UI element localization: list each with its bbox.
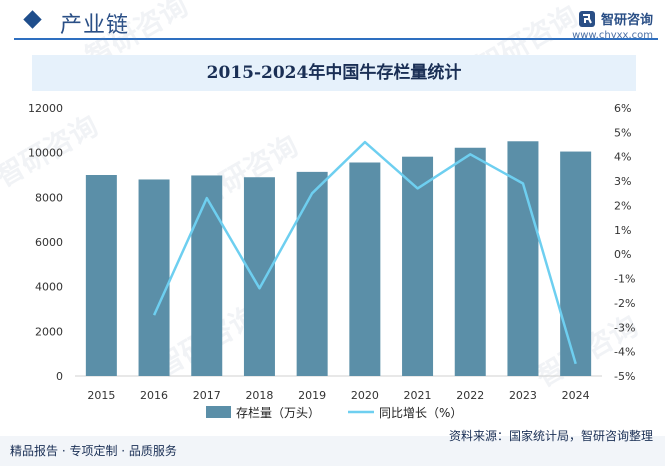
x-axis-tick-label: 2015 [87, 389, 115, 402]
right-axis-tick-label: -5% [614, 370, 635, 383]
footer-bar: 精品报告 · 专项定制 · 品质服务 [0, 436, 665, 466]
right-axis-tick-label: 3% [614, 175, 631, 188]
brand-logo-icon [578, 10, 595, 27]
x-axis-tick-label: 2020 [351, 389, 379, 402]
bar [507, 141, 539, 376]
right-axis-tick-label: -2% [614, 297, 635, 310]
left-axis-tick-label: 10000 [28, 147, 63, 160]
x-axis-tick-label: 2023 [509, 389, 537, 402]
right-axis-tick-label: 5% [614, 126, 631, 139]
legend-bar-label: 存栏量（万头） [236, 405, 320, 420]
left-axis-tick-label: 2000 [35, 325, 63, 338]
x-axis-tick-label: 2024 [562, 389, 590, 402]
legend-line-label: 同比增长（%） [379, 406, 462, 420]
bar [138, 179, 170, 376]
left-axis-tick-label: 0 [56, 370, 63, 383]
bar [296, 171, 328, 376]
x-axis-tick-label: 2017 [193, 389, 221, 402]
right-axis-tick-label: -4% [614, 346, 635, 359]
x-axis-tick-label: 2019 [298, 389, 326, 402]
right-axis-tick-label: 0% [614, 248, 631, 261]
left-axis-tick-label: 4000 [35, 281, 63, 294]
left-axis-tick-label: 8000 [35, 191, 63, 204]
right-axis-tick-label: 4% [614, 151, 631, 164]
x-axis-tick-label: 2018 [245, 389, 273, 402]
x-axis-tick-label: 2021 [404, 389, 432, 402]
right-axis-tick-label: -1% [614, 273, 635, 286]
left-axis-tick-label: 6000 [35, 236, 63, 249]
right-axis-tick-label: 2% [614, 199, 631, 212]
left-axis-tick-label: 12000 [28, 102, 63, 115]
right-axis-tick-label: 6% [614, 102, 631, 115]
header-bar: 产业链 [0, 0, 665, 44]
x-axis-tick-label: 2016 [140, 389, 168, 402]
right-axis-tick-label: -3% [614, 321, 635, 334]
chart-title: 2015-2024年中国牛存栏量统计 [32, 55, 636, 91]
bar [454, 147, 486, 376]
chart-plot: 0 2000 4000 6000 8000 10000 12000 -5% -4% -3% -2% -… [28, 102, 635, 420]
brand-url: www.chyxx.com [572, 30, 653, 41]
header-divider [14, 38, 658, 40]
bar [560, 151, 592, 376]
brand-logo: 智研咨询 www.chyxx.com [572, 8, 653, 41]
header-title: 产业链 [60, 13, 130, 38]
bar [243, 177, 275, 376]
bar [191, 175, 223, 376]
legend-bar-swatch [206, 406, 231, 418]
brand-logo-text: 智研咨询 [600, 13, 653, 28]
right-axis-tick-label: 1% [614, 224, 631, 237]
bar [85, 175, 117, 376]
bar [349, 162, 381, 376]
x-axis-tick-label: 2022 [456, 389, 484, 402]
footer-slogan: 精品报告 · 专项定制 · 品质服务 [10, 444, 177, 458]
source-note: 资料来源：国家统计局，智研咨询整理 [448, 429, 653, 443]
bar [402, 156, 434, 376]
